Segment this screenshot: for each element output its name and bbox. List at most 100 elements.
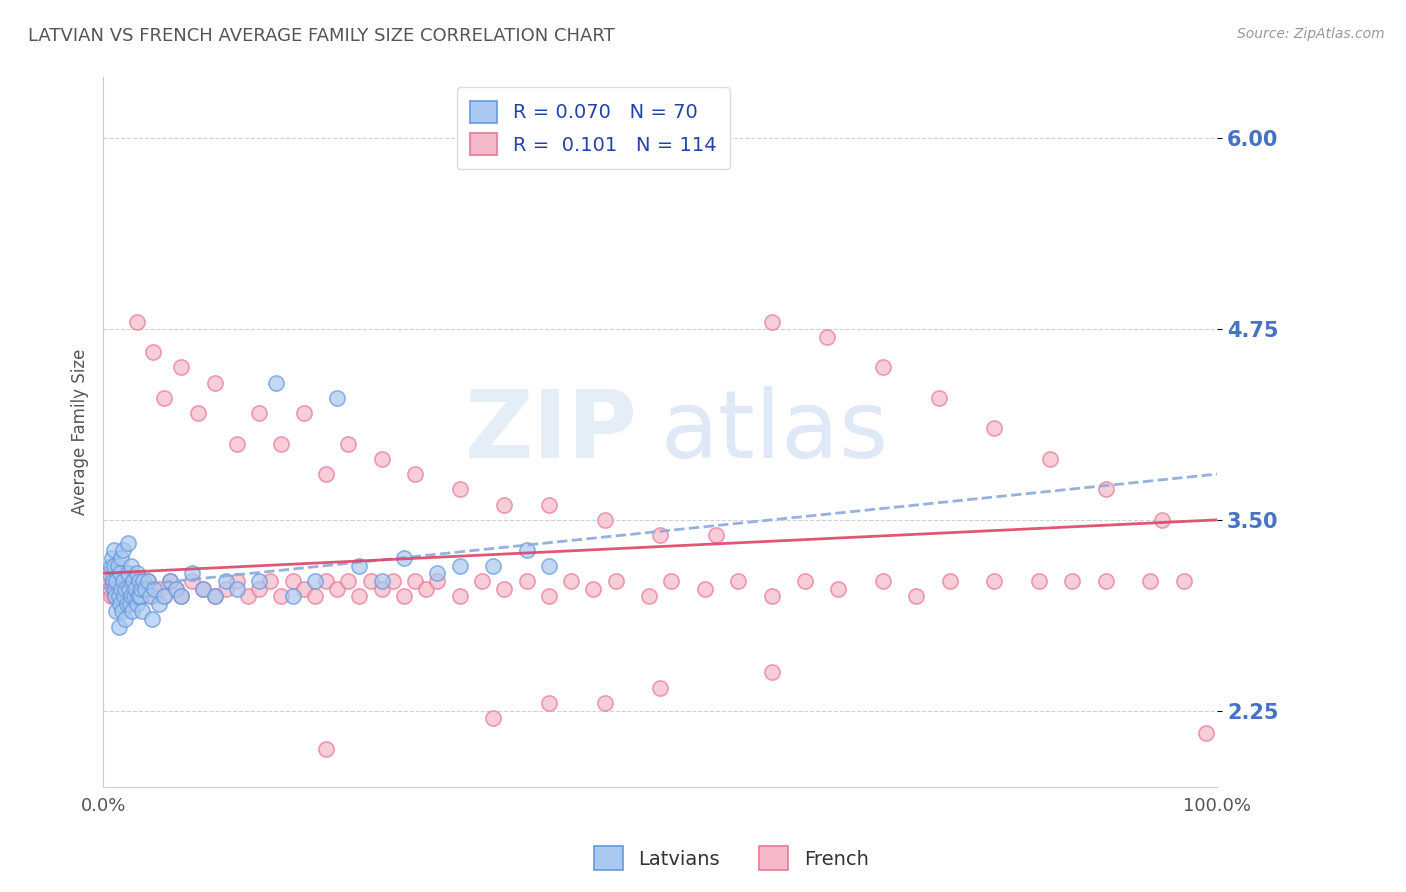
Point [114, 582, 136, 596]
Point [103, 558, 125, 573]
Point [100, 558, 122, 573]
Point [131, 589, 153, 603]
Point [381, 574, 404, 588]
Point [593, 696, 616, 710]
Point [107, 589, 129, 603]
Point [827, 582, 849, 596]
Point [650, 528, 672, 542]
Point [129, 582, 152, 596]
Point [638, 589, 661, 603]
Point [727, 574, 749, 588]
Point [117, 535, 139, 549]
Point [426, 574, 449, 588]
Point [225, 582, 247, 596]
Point [134, 582, 156, 596]
Point [349, 558, 371, 573]
Point [605, 574, 627, 588]
Point [983, 421, 1005, 435]
Point [143, 582, 166, 596]
Point [108, 597, 131, 611]
Point [349, 589, 371, 603]
Point [122, 574, 145, 588]
Point [153, 589, 176, 603]
Point [1139, 574, 1161, 588]
Point [153, 589, 176, 603]
Point [415, 582, 437, 596]
Point [193, 582, 215, 596]
Point [117, 589, 139, 603]
Point [560, 574, 582, 588]
Point [125, 314, 148, 328]
Point [537, 498, 560, 512]
Point [482, 711, 505, 725]
Point [449, 589, 471, 603]
Point [939, 574, 962, 588]
Point [928, 391, 950, 405]
Point [537, 696, 560, 710]
Point [97, 574, 120, 588]
Point [204, 589, 226, 603]
Point [114, 612, 136, 626]
Point [170, 360, 193, 375]
Point [281, 589, 304, 603]
Point [494, 498, 516, 512]
Point [118, 582, 141, 596]
Point [124, 582, 146, 596]
Point [159, 574, 181, 588]
Point [122, 589, 145, 603]
Point [1095, 483, 1118, 497]
Point [370, 582, 392, 596]
Point [115, 597, 138, 611]
Point [983, 574, 1005, 588]
Y-axis label: Average Family Size: Average Family Size [72, 349, 89, 516]
Point [107, 558, 129, 573]
Point [259, 574, 281, 588]
Point [112, 574, 135, 588]
Point [105, 574, 128, 588]
Point [693, 582, 716, 596]
Point [704, 528, 727, 542]
Point [1039, 451, 1062, 466]
Point [204, 589, 226, 603]
Point [134, 582, 156, 596]
Point [315, 741, 337, 756]
Point [132, 574, 155, 588]
Point [104, 582, 127, 596]
Point [264, 376, 287, 390]
Point [392, 589, 415, 603]
Point [110, 589, 132, 603]
Point [159, 574, 181, 588]
Point [247, 574, 270, 588]
Point [582, 582, 605, 596]
Point [650, 681, 672, 695]
Point [537, 558, 560, 573]
Point [98, 582, 121, 596]
Point [247, 582, 270, 596]
Point [337, 574, 360, 588]
Point [136, 574, 159, 588]
Point [105, 604, 128, 618]
Point [537, 589, 560, 603]
Point [112, 574, 135, 588]
Point [107, 620, 129, 634]
Point [270, 589, 292, 603]
Point [593, 513, 616, 527]
Point [905, 589, 928, 603]
Point [142, 589, 165, 603]
Point [872, 360, 894, 375]
Point [315, 574, 337, 588]
Point [794, 574, 817, 588]
Point [103, 589, 125, 603]
Point [370, 574, 392, 588]
Point [125, 597, 148, 611]
Point [165, 582, 187, 596]
Point [115, 566, 138, 581]
Point [141, 612, 163, 626]
Point [193, 582, 215, 596]
Point [104, 589, 127, 603]
Text: atlas: atlas [661, 386, 889, 478]
Point [304, 589, 326, 603]
Point [97, 566, 120, 581]
Point [1028, 574, 1050, 588]
Legend: Latvians, French: Latvians, French [586, 838, 876, 878]
